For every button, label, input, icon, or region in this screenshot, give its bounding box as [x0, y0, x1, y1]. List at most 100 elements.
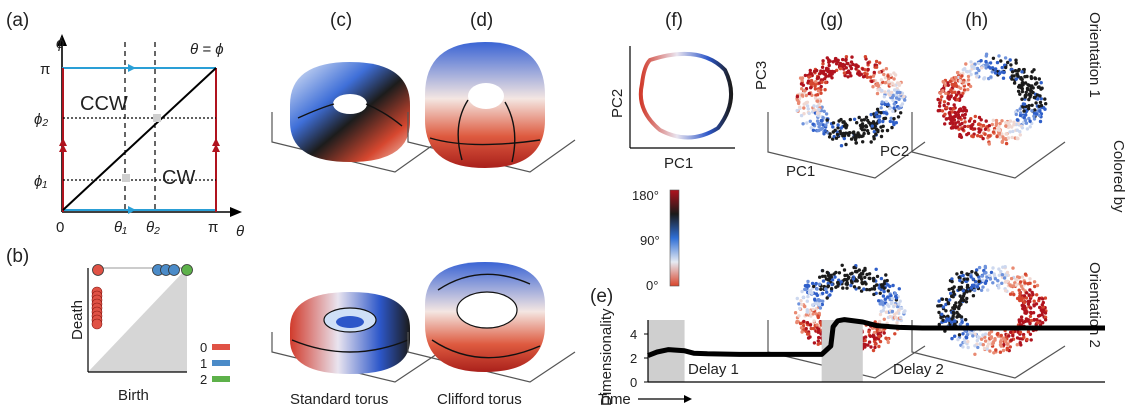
cloud-point	[1029, 338, 1033, 342]
cloud-point	[860, 134, 864, 139]
a-arrow-right-2	[212, 144, 220, 152]
cloud-point	[1024, 296, 1029, 300]
cloud-point	[812, 319, 816, 323]
cloud-point	[948, 113, 952, 118]
cloud-point	[824, 68, 829, 72]
cloud-point	[961, 289, 965, 293]
cloud-point	[867, 120, 871, 125]
cloud-point	[1018, 113, 1023, 118]
cloud-point	[876, 129, 880, 134]
cloud-point	[798, 321, 803, 326]
panel-label-d: (d)	[470, 10, 493, 31]
cloud-point	[938, 101, 942, 105]
cloud-point	[816, 339, 820, 343]
cloud-point	[1001, 348, 1006, 353]
cloud-point	[960, 280, 964, 284]
cloud-point	[1019, 315, 1024, 319]
cloud-point	[800, 93, 804, 97]
cloud-point	[998, 135, 1002, 139]
cloud-point	[992, 272, 996, 276]
cloud-point	[826, 281, 830, 286]
cloud-point	[834, 270, 838, 275]
cloud-point	[963, 124, 967, 129]
h-top-floor	[911, 112, 1066, 179]
cloud-point	[859, 275, 863, 279]
cloud-point	[820, 65, 825, 70]
colorbar-tick-90: 90°	[640, 233, 660, 248]
cloud-point	[869, 140, 873, 144]
cloud-point	[880, 100, 884, 104]
cloud-point	[979, 337, 984, 341]
cloud-point	[804, 93, 808, 98]
cloud-point	[953, 334, 957, 338]
cloud-point	[953, 322, 957, 326]
cloud-point	[986, 342, 991, 346]
colorbar-tick-0: 0°	[646, 278, 658, 293]
cloud-point	[968, 289, 972, 293]
cloud-point	[1032, 114, 1036, 118]
d-caption: Clifford torus	[437, 391, 522, 406]
cloud-point	[895, 81, 900, 85]
b-point-red-8	[91, 318, 103, 330]
side-label-orientation2: Orientation 2	[1086, 262, 1103, 348]
cloud-point	[999, 344, 1003, 348]
cloud-point	[1020, 81, 1024, 85]
cloud-point	[809, 314, 813, 318]
cloud-point	[965, 333, 970, 337]
cloud-point	[819, 91, 823, 95]
cloud-point	[1023, 95, 1027, 99]
cloud-point	[846, 131, 851, 135]
cloud-point	[1029, 306, 1033, 310]
cloud-point	[821, 291, 825, 296]
cloud-point	[941, 79, 945, 84]
cloud-point	[898, 90, 902, 95]
cloud-point	[854, 63, 858, 67]
cloud-point	[981, 285, 985, 289]
cloud-point	[940, 312, 944, 316]
cloud-point	[829, 287, 834, 291]
cloud-point	[828, 72, 832, 76]
b-legend-swatch-1	[212, 360, 230, 366]
cloud-point	[987, 124, 991, 128]
cloud-point	[839, 131, 843, 136]
cloud-point	[961, 80, 965, 85]
cloud-point	[818, 275, 822, 279]
cloud-point	[977, 61, 981, 66]
cloud-point	[1036, 314, 1041, 318]
a-theta2-label: θ₂	[146, 219, 160, 236]
cloud-point	[861, 140, 865, 144]
cloud-point	[1014, 61, 1018, 65]
cloud-point	[878, 339, 883, 344]
cloud-point	[944, 319, 948, 323]
cloud-point	[955, 272, 959, 276]
cloud-point	[879, 111, 883, 115]
cloud-point	[950, 317, 954, 321]
cloud-point	[957, 306, 961, 311]
cloud-point	[886, 340, 890, 345]
cloud-point	[815, 287, 819, 291]
cloud-point	[806, 81, 810, 85]
cloud-point	[953, 110, 957, 115]
cloud-point	[993, 71, 998, 75]
cloud-point	[815, 111, 820, 115]
cloud-point	[965, 296, 969, 301]
cloud-point	[1022, 102, 1027, 106]
cloud-point	[944, 117, 949, 121]
cloud-point	[840, 263, 844, 267]
a-marker-upper	[153, 114, 161, 122]
cloud-point	[813, 96, 818, 100]
cloud-point	[878, 319, 882, 324]
cloud-point	[1012, 292, 1016, 297]
cloud-point	[873, 124, 877, 128]
cloud-point	[969, 60, 973, 64]
cloud-point	[829, 273, 833, 277]
cloud-point	[997, 71, 1002, 76]
cloud-point	[816, 89, 821, 93]
cloud-point	[1030, 70, 1034, 74]
cloud-point	[948, 107, 953, 111]
cloud-point	[1037, 113, 1042, 118]
cloud-point	[802, 106, 806, 110]
cloud-point	[866, 343, 870, 347]
g-bottom-floor	[767, 320, 926, 379]
a-theta1-label: θ₁	[114, 219, 127, 236]
